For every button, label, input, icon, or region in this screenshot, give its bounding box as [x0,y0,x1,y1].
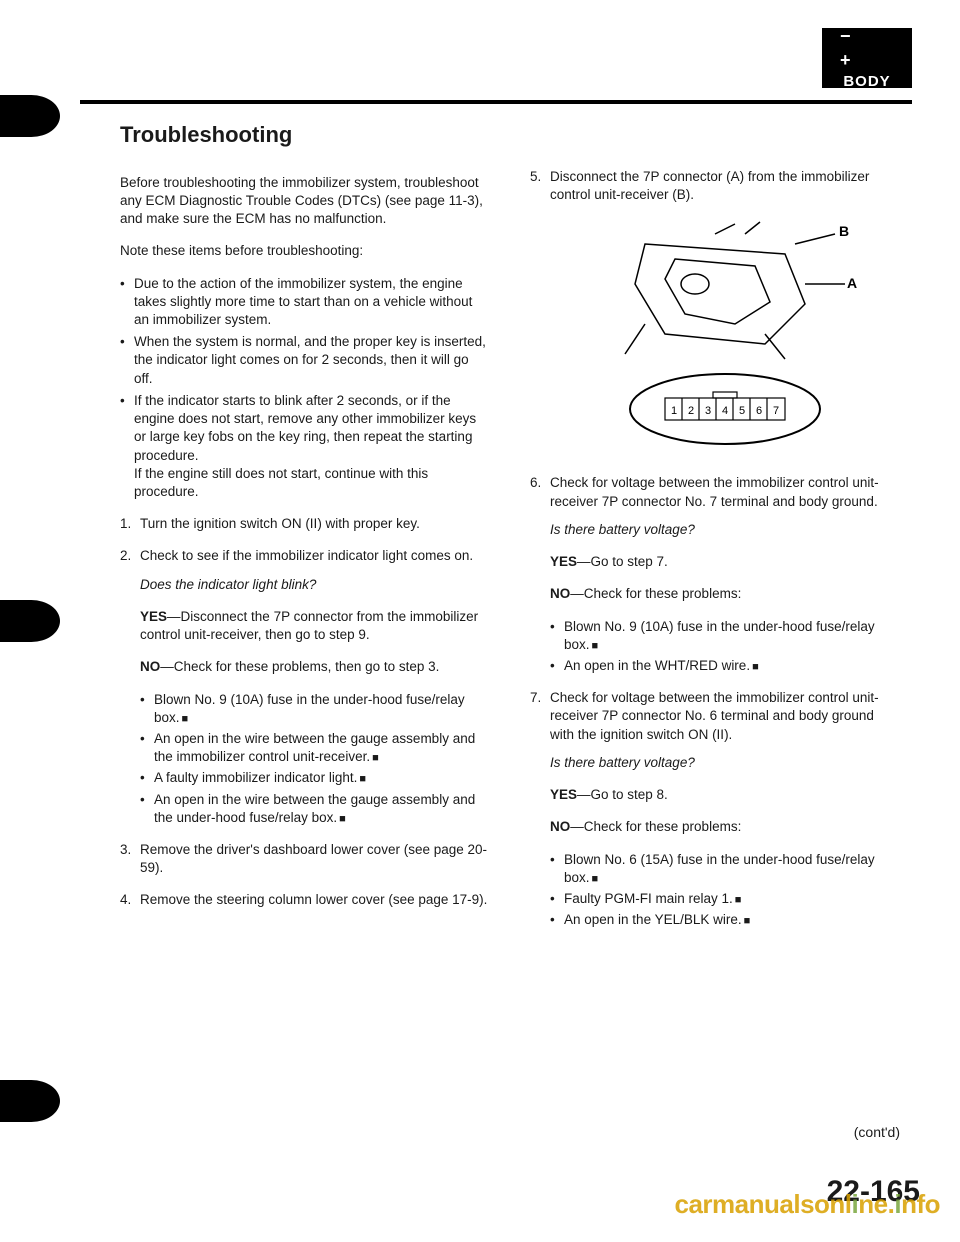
steps-list: 1. Turn the ignition switch ON (II) with… [120,515,490,910]
tab-marker [0,1080,60,1122]
step-number: 2. [120,547,131,565]
check-item: Faulty PGM-FI main relay 1. [550,890,900,908]
step-item: 4. Remove the steering column lower cove… [120,891,490,909]
diagram-label-a: A [847,275,857,291]
content-area: Troubleshooting Before troubleshooting t… [120,120,900,943]
step-item: 2. Check to see if the immobilizer indic… [120,547,490,827]
step-text: Remove the driver's dashboard lower cove… [140,842,487,875]
no-label: NO [550,819,570,834]
step-item: 3. Remove the driver's dashboard lower c… [120,841,490,877]
yes-branch: YES—Go to step 7. [550,553,900,571]
body-badge: − + BODY [822,28,912,88]
svg-text:1: 1 [671,405,677,417]
notes-list: Due to the action of the immobilizer sys… [120,275,490,502]
no-text: —Check for these problems: [570,819,741,834]
step-text: Check for voltage between the immobilize… [550,475,879,508]
svg-text:4: 4 [722,405,728,417]
yes-text: —Go to step 8. [577,787,668,802]
diagram-label-b: B [839,223,849,239]
no-branch: NO—Check for these problems: [550,585,900,603]
no-text: —Check for these problems: [570,586,741,601]
question: Is there battery voltage? [550,521,900,539]
note-item: Due to the action of the immobilizer sys… [120,275,490,330]
continued-label: (cont'd) [854,1123,900,1142]
step-text: Turn the ignition switch ON (II) with pr… [140,516,420,531]
check-item: Blown No. 9 (10A) fuse in the under-hood… [550,618,900,654]
step-number: 5. [530,168,541,186]
step-number: 1. [120,515,131,533]
tab-marker [0,95,60,137]
page-title: Troubleshooting [120,120,490,150]
step-text: Disconnect the 7P connector (A) from the… [550,169,869,202]
header-rule [80,100,912,104]
watermark: carmanualsonline.info [675,1187,940,1222]
check-item: An open in the wire between the gauge as… [140,730,490,766]
tab-marker [0,600,60,642]
step-item: 5. Disconnect the 7P connector (A) from … [530,168,900,454]
note-item: When the system is normal, and the prope… [120,333,490,388]
connector-diagram: A B [585,214,865,454]
no-text: —Check for these problems, then go to st… [160,659,439,674]
check-list: Blown No. 9 (10A) fuse in the under-hood… [550,618,900,676]
step-number: 3. [120,841,131,859]
svg-text:6: 6 [756,405,762,417]
step-item: 6. Check for voltage between the immobil… [530,474,900,675]
svg-text:2: 2 [688,405,694,417]
no-label: NO [550,586,570,601]
check-item: Blown No. 6 (15A) fuse in the under-hood… [550,851,900,887]
check-item: An open in the WHT/RED wire. [550,657,900,675]
badge-symbols: − + [822,24,912,73]
check-item: An open in the wire between the gauge as… [140,791,490,827]
no-branch: NO—Check for these problems: [550,818,900,836]
check-item: A faulty immobilizer indicator light. [140,769,490,787]
question: Does the indicator light blink? [140,576,490,594]
yes-text: —Disconnect the 7P connector from the im… [140,609,478,642]
question: Is there battery voltage? [550,754,900,772]
check-item: An open in the YEL/BLK wire. [550,911,900,929]
yes-label: YES [550,787,577,802]
step-number: 4. [120,891,131,909]
yes-label: YES [550,554,577,569]
svg-text:3: 3 [705,405,711,417]
note-item: If the indicator starts to blink after 2… [120,392,490,501]
badge-label: BODY [843,72,890,92]
step-number: 7. [530,689,541,707]
step-number: 6. [530,474,541,492]
yes-label: YES [140,609,167,624]
steps-list-right: 5. Disconnect the 7P connector (A) from … [530,168,900,929]
svg-text:7: 7 [773,405,779,417]
check-list: Blown No. 6 (15A) fuse in the under-hood… [550,851,900,930]
check-item: Blown No. 9 (10A) fuse in the under-hood… [140,691,490,727]
left-column: Troubleshooting Before troubleshooting t… [120,120,490,943]
no-branch: NO—Check for these problems, then go to … [140,658,490,676]
svg-text:5: 5 [739,405,745,417]
yes-branch: YES—Go to step 8. [550,786,900,804]
note-heading: Note these items before troubleshooting: [120,242,490,260]
step-text: Check for voltage between the immobilize… [550,690,879,741]
right-column: 5. Disconnect the 7P connector (A) from … [530,120,900,943]
step-item: 7. Check for voltage between the immobil… [530,689,900,929]
yes-branch: YES—Disconnect the 7P connector from the… [140,608,490,644]
check-list: Blown No. 9 (10A) fuse in the under-hood… [140,691,490,828]
step-text: Check to see if the immobilizer indicato… [140,548,473,563]
no-label: NO [140,659,160,674]
yes-text: —Go to step 7. [577,554,668,569]
step-item: 1. Turn the ignition switch ON (II) with… [120,515,490,533]
intro-paragraph: Before troubleshooting the immobilizer s… [120,174,490,229]
step-text: Remove the steering column lower cover (… [140,892,487,907]
